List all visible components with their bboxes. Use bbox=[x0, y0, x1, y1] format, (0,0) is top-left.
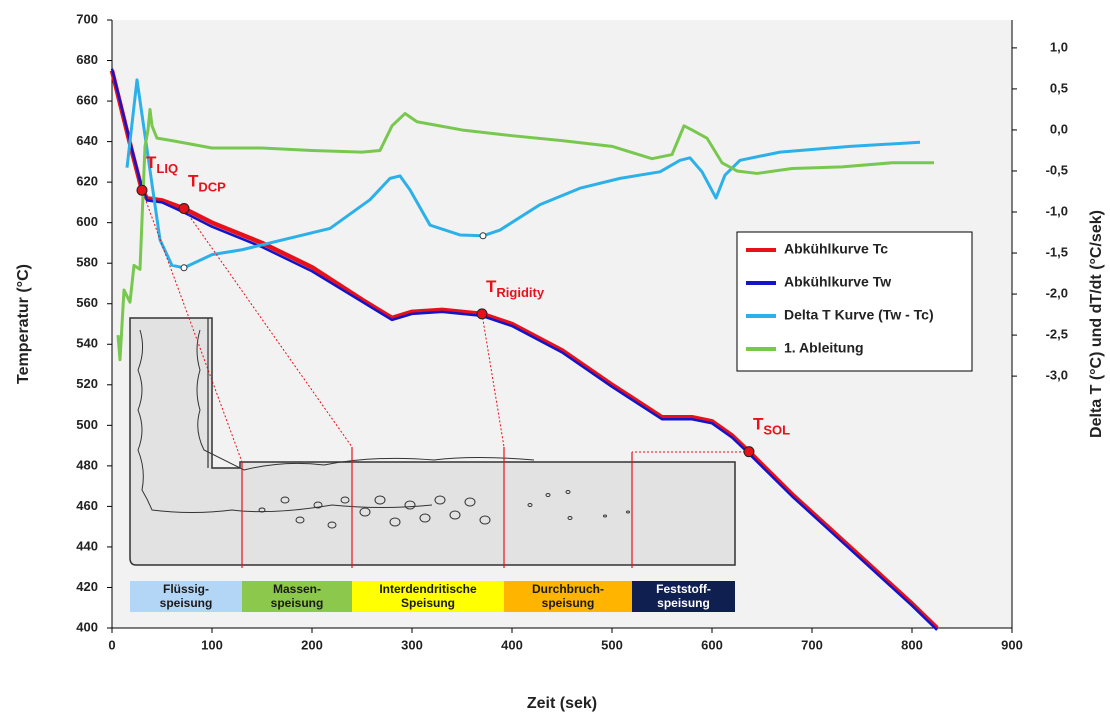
y2-tick-label: -1,0 bbox=[1046, 203, 1068, 218]
x-tick-label: 200 bbox=[301, 637, 323, 652]
y-tick-label: 700 bbox=[76, 11, 98, 26]
y-tick-label: 540 bbox=[76, 336, 98, 351]
y-tick-label: 560 bbox=[76, 295, 98, 310]
x-tick-label: 400 bbox=[501, 637, 523, 652]
y2-tick-label: -3,0 bbox=[1046, 368, 1068, 383]
legend-label: Abkühlkurve Tc bbox=[784, 241, 888, 257]
y-tick-label: 640 bbox=[76, 133, 98, 148]
y-tick-label: 500 bbox=[76, 417, 98, 432]
legend-label: Delta T Kurve (Tw - Tc) bbox=[784, 307, 934, 323]
x-tick-label: 700 bbox=[801, 637, 823, 652]
y-tick-label: 520 bbox=[76, 376, 98, 391]
annotation-main: T bbox=[486, 277, 497, 296]
annotation-sub: SOL bbox=[763, 423, 790, 438]
y-axis-label: Temperatur (°C) bbox=[15, 264, 32, 384]
legend-label: Abkühlkurve Tw bbox=[784, 274, 891, 290]
annotation-point bbox=[744, 447, 754, 457]
y-tick-label: 600 bbox=[76, 214, 98, 229]
y-tick-label: 460 bbox=[76, 498, 98, 513]
legend: Abkühlkurve Tc Abkühlkurve Tw Delta T Kurv… bbox=[737, 232, 972, 371]
feeding-zone-label: Flüssig- bbox=[163, 582, 209, 596]
annotation-main: T bbox=[146, 154, 157, 173]
annotation-point bbox=[179, 203, 189, 213]
annotation-sub: LIQ bbox=[156, 162, 178, 177]
y-tick-label: 420 bbox=[76, 579, 98, 594]
annotation-point bbox=[137, 185, 147, 195]
y-tick-label: 680 bbox=[76, 52, 98, 67]
y2-tick-label: 0,0 bbox=[1050, 121, 1068, 136]
y2-tick-label: -2,5 bbox=[1046, 327, 1068, 342]
feeding-zone-label: speisung bbox=[542, 596, 595, 610]
y-tick-label: 440 bbox=[76, 538, 98, 553]
chart: Zeit (sek) Temperatur (°C) Delta T (°C) … bbox=[0, 0, 1110, 715]
annotation-sub: DCP bbox=[198, 180, 226, 195]
y2-tick-label: -2,0 bbox=[1046, 285, 1068, 300]
annotation-sub: Rigidity bbox=[496, 285, 544, 300]
x-tick-label: 100 bbox=[201, 637, 223, 652]
legend-label: 1. Ableitung bbox=[784, 340, 864, 356]
y-tick-label: 400 bbox=[76, 619, 98, 634]
x-tick-label: 800 bbox=[901, 637, 923, 652]
y2-tick-label: 0,5 bbox=[1050, 80, 1068, 95]
y2-tick-label: -1,5 bbox=[1046, 244, 1068, 259]
feeding-zone-label: Feststoff- bbox=[656, 582, 711, 596]
x-tick-label: 0 bbox=[108, 637, 115, 652]
feeding-zone-label: speisung bbox=[160, 596, 213, 610]
annotation-main: T bbox=[753, 415, 764, 434]
feeding-zone-label: Speisung bbox=[401, 596, 455, 610]
y-tick-label: 660 bbox=[76, 93, 98, 108]
y2-tick-label: -0,5 bbox=[1046, 162, 1068, 177]
feeding-zone-label: Durchbruch- bbox=[532, 582, 604, 596]
feeding-zone-label: Massen- bbox=[273, 582, 321, 596]
feeding-zone-label: Interdendritische bbox=[379, 582, 477, 596]
x-tick-label: 500 bbox=[601, 637, 623, 652]
delta-marker bbox=[480, 233, 486, 239]
x-tick-label: 900 bbox=[1001, 637, 1023, 652]
y-tick-label: 580 bbox=[76, 255, 98, 270]
delta-marker bbox=[181, 265, 187, 271]
y2-tick-label: 1,0 bbox=[1050, 39, 1068, 54]
x-tick-label: 300 bbox=[401, 637, 423, 652]
annotation-main: T bbox=[188, 172, 199, 191]
y-tick-label: 620 bbox=[76, 174, 98, 189]
y2-axis-label: Delta T (°C) und dT/dt (°C/sek) bbox=[1088, 210, 1105, 438]
feeding-zone-label: speisung bbox=[271, 596, 324, 610]
feeding-zone-label: speisung bbox=[657, 596, 710, 610]
x-tick-label: 600 bbox=[701, 637, 723, 652]
y-tick-label: 480 bbox=[76, 457, 98, 472]
x-axis-label: Zeit (sek) bbox=[527, 695, 597, 712]
annotation-point bbox=[477, 309, 487, 319]
